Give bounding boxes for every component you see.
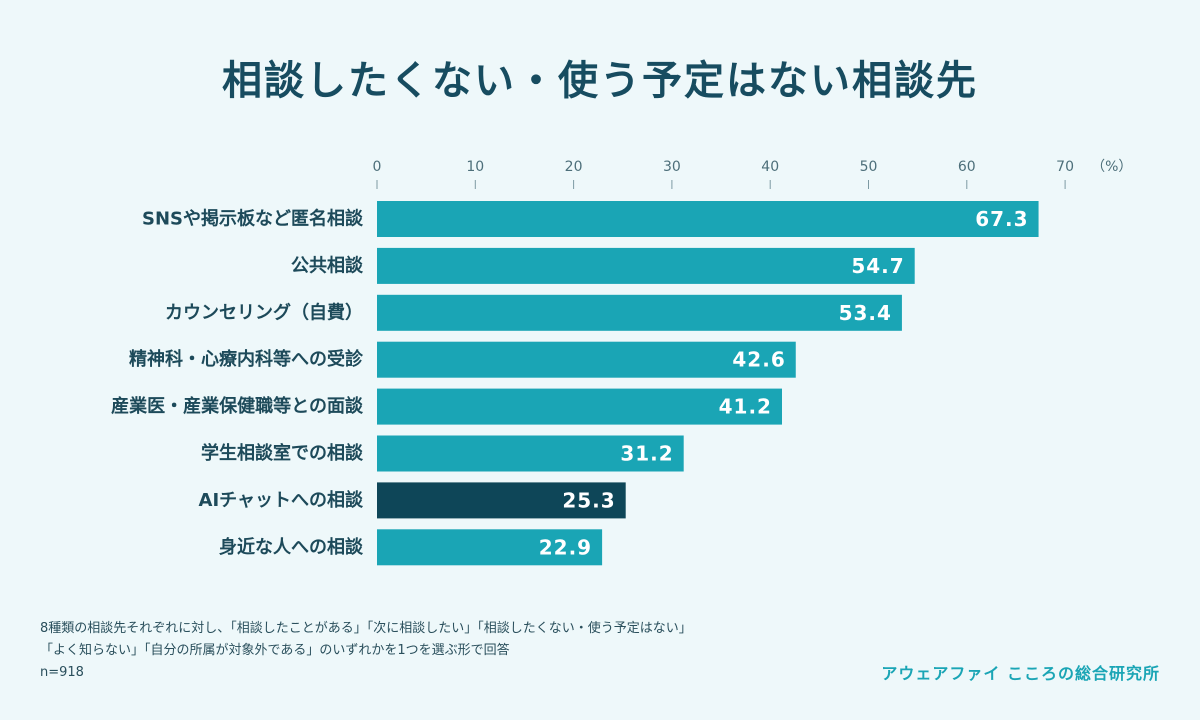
value-label: 25.3 — [562, 488, 615, 512]
survey-notes: 8種類の相談先それぞれに対し、「相談したことがある」「次に相談したい」「相談した… — [40, 618, 692, 684]
unit-label: （%） — [1091, 159, 1132, 175]
bar — [377, 435, 684, 472]
category-label: カウンセリング（自費） — [165, 301, 363, 323]
note-line: 8種類の相談先それぞれに対し、「相談したことがある」「次に相談したい」「相談した… — [40, 621, 692, 636]
bar — [377, 388, 782, 425]
bar — [377, 482, 626, 519]
x-tick-label: 10 — [466, 159, 484, 175]
value-label: 42.6 — [732, 348, 785, 372]
x-tick-label: 60 — [958, 159, 976, 175]
bar — [377, 529, 603, 566]
category-label: 身近な人への相談 — [219, 536, 364, 558]
category-label: SNSや掲示板など匿名相談 — [142, 208, 364, 230]
bar — [377, 201, 1039, 237]
x-tick-label: 70 — [1056, 159, 1074, 175]
x-tick-label: 50 — [860, 159, 878, 175]
x-tick-label: 0 — [373, 159, 382, 175]
value-label: 53.4 — [839, 301, 892, 325]
bar — [377, 341, 796, 378]
value-label: 54.7 — [851, 254, 904, 278]
x-tick-label: 30 — [663, 159, 681, 175]
category-label: 精神科・心療内科等への受診 — [129, 348, 364, 370]
value-label: 41.2 — [719, 395, 772, 419]
x-tick-label: 20 — [565, 159, 583, 175]
bar — [377, 294, 902, 331]
category-label: 産業医・産業保健職等との面談 — [111, 395, 364, 417]
category-label: 公共相談 — [291, 254, 364, 276]
category-label: 学生相談室での相談 — [201, 442, 364, 464]
brand-credit: アウェアファイ こころの総合研究所 — [881, 664, 1160, 683]
note-line: 「よく知らない」「自分の所属が対象外である」のいずれかを1つを選ぶ形で回答 — [40, 643, 510, 658]
value-label: 22.9 — [539, 535, 592, 559]
chart-title: 相談したくない・使う予定はない相談先 — [222, 58, 978, 104]
x-tick-label: 40 — [761, 159, 779, 175]
category-label: AIチャットへの相談 — [199, 489, 364, 511]
value-label: 31.2 — [620, 442, 673, 466]
sample-size: n=918 — [40, 665, 84, 680]
bar — [377, 247, 915, 284]
value-label: 67.3 — [975, 207, 1028, 231]
